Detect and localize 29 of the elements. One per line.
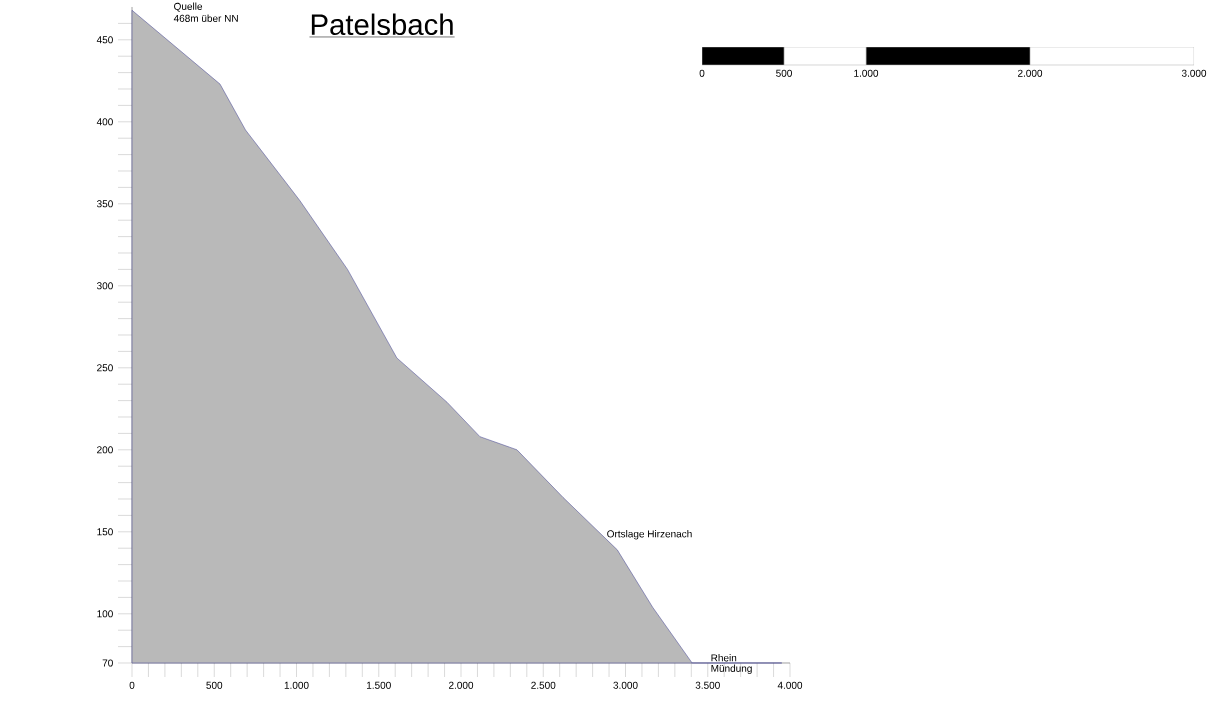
- y-tick-label: 300: [96, 282, 113, 290]
- x-tick-label: 0: [129, 681, 135, 689]
- x-tick-label: 3.000: [1181, 69, 1207, 77]
- x-tick-label: 0: [699, 69, 705, 77]
- x-tick-label: 1.000: [284, 681, 309, 689]
- x-tick-label: 2.000: [449, 681, 474, 689]
- annotation: 468m über NN: [173, 14, 238, 22]
- annotation: Ortslage Hirzenach: [607, 530, 692, 540]
- x-tick-label: 3.500: [695, 681, 720, 689]
- y-tick-label: 100: [97, 610, 113, 618]
- x-tick-label: 1.000: [854, 69, 879, 77]
- y-tick-label: 450: [96, 36, 113, 44]
- text: Mündung: [711, 664, 752, 674]
- y-tick-label: 350: [96, 200, 113, 208]
- annotation: Rhein: [711, 654, 737, 662]
- x-tick-label: 4.000: [777, 681, 803, 689]
- y-tick-label: 200: [97, 446, 113, 454]
- y-tick-label: 150: [97, 528, 113, 536]
- x-tick-label: 1.500: [367, 681, 391, 689]
- x-tick-label: 2.000: [1018, 69, 1043, 77]
- x-tick-label: 500: [776, 69, 792, 77]
- y-tick-label: 70: [102, 659, 113, 667]
- chart-title: Patelsbach: [311, 13, 453, 36]
- x-tick-label: 500: [206, 681, 223, 689]
- x-tick-label: 2.500: [531, 681, 556, 689]
- annotation: Quelle: [174, 2, 203, 12]
- x-tick-label: 3.000: [613, 681, 638, 689]
- y-tick-label: 250: [97, 364, 113, 372]
- y-tick-label: 400: [96, 118, 113, 126]
